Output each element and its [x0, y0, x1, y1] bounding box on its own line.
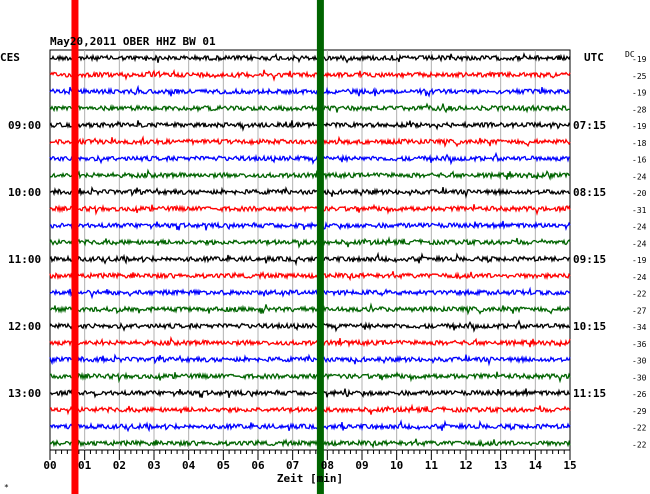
left-time-label: 11:00	[8, 253, 41, 266]
x-tick-label: 11	[425, 459, 439, 472]
dc-label: DC	[625, 50, 635, 59]
x-tick-label: 09	[355, 459, 368, 472]
left-axis-label: CES	[0, 51, 20, 64]
seismic-trace	[49, 251, 571, 267]
seismic-trace	[49, 120, 571, 132]
right-axis-label: UTC	[584, 51, 604, 64]
dc-offset-label: -19	[632, 55, 647, 64]
labels-layer: May20,2011 OBER HHZ BW 01 CES UTC DC Zei…	[0, 35, 647, 492]
seismic-trace	[49, 286, 571, 300]
seismic-trace	[49, 319, 571, 333]
left-time-label: 10:00	[8, 186, 41, 199]
seismic-trace	[49, 102, 570, 114]
x-tick-label: 05	[217, 459, 230, 472]
dc-offset-label: -29	[632, 407, 647, 416]
chart-title: May20,2011 OBER HHZ BW 01	[50, 35, 216, 48]
corner-mark: *	[4, 483, 9, 492]
dc-offset-label: -16	[632, 156, 647, 165]
dc-offset-label: -19	[632, 89, 647, 98]
x-tick-label: 14	[529, 459, 543, 472]
markers-layer	[71, 0, 324, 494]
x-tick-label: 13	[494, 459, 507, 472]
x-tick-label: 15	[563, 459, 576, 472]
dc-offset-label: -30	[632, 373, 647, 382]
seismic-trace	[49, 203, 571, 216]
seismic-trace	[49, 419, 571, 434]
x-tick-label: 04	[182, 459, 196, 472]
x-tick-label: 07	[286, 459, 299, 472]
traces-layer	[49, 52, 571, 449]
seismic-trace	[50, 388, 571, 399]
dc-offset-label: -25	[632, 72, 647, 81]
seismic-trace	[49, 151, 571, 166]
seismic-trace	[49, 371, 571, 384]
x-tick-label: 08	[321, 459, 334, 472]
x-axis-label: Zeit [min]	[277, 472, 343, 485]
dc-offset-label: -31	[632, 206, 647, 215]
dc-offset-label: -24	[632, 273, 647, 282]
dc-offset-label: -30	[632, 357, 647, 366]
dc-offset-label: -18	[632, 139, 647, 148]
dc-offset-label: -27	[632, 306, 647, 315]
seismic-trace	[49, 84, 571, 98]
x-tick-label: 10	[390, 459, 403, 472]
dc-offset-label: -19	[632, 122, 647, 131]
grid-layer	[49, 49, 571, 460]
right-time-label: 09:15	[573, 253, 606, 266]
dc-offset-label: -22	[632, 424, 647, 433]
seismic-trace	[49, 302, 571, 316]
dc-offset-label: -22	[632, 440, 647, 449]
left-time-label: 13:00	[8, 387, 41, 400]
x-tick-label: 12	[459, 459, 472, 472]
x-tick-label: 02	[113, 459, 126, 472]
x-tick-label: 03	[147, 459, 160, 472]
right-time-label: 07:15	[573, 119, 606, 132]
dc-offset-label: -34	[632, 323, 647, 332]
dc-offset-label: -24	[632, 172, 647, 181]
seismic-trace	[49, 438, 571, 449]
right-time-label: 08:15	[573, 186, 606, 199]
seismic-trace	[49, 335, 571, 348]
seismic-trace	[49, 270, 571, 282]
seismic-trace	[49, 68, 571, 82]
dc-offset-label: -20	[632, 189, 647, 198]
x-tick-label: 00	[43, 459, 56, 472]
plot-frame	[49, 49, 571, 451]
right-time-label: 10:15	[573, 320, 606, 333]
seismic-trace	[49, 52, 571, 64]
seismic-trace	[49, 185, 571, 199]
dc-offset-label: -19	[632, 256, 647, 265]
x-tick-label: 06	[251, 459, 265, 472]
dc-offset-label: -24	[632, 223, 647, 232]
dc-offset-label: -22	[632, 290, 647, 299]
left-time-label: 12:00	[8, 320, 41, 333]
seismic-trace	[49, 236, 571, 249]
x-tick-label: 01	[78, 459, 92, 472]
dc-offset-label: -36	[632, 340, 647, 349]
dc-offset-label: -26	[632, 390, 647, 399]
dc-offset-label: -24	[632, 239, 647, 248]
seismic-trace	[49, 168, 571, 181]
seismic-trace	[49, 135, 571, 148]
seismic-trace	[49, 403, 571, 417]
left-time-label: 09:00	[8, 119, 41, 132]
right-time-label: 11:15	[573, 387, 606, 400]
seismic-trace	[49, 220, 571, 232]
seismic-trace	[49, 353, 571, 367]
dc-offset-label: -28	[632, 105, 647, 114]
